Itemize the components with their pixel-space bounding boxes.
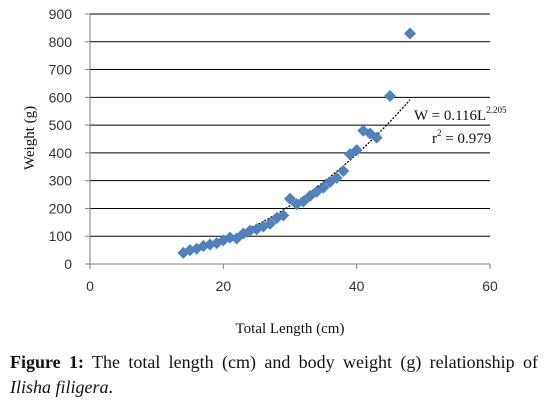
- trendline-equation: W = 0.116L2.205: [414, 105, 507, 124]
- data-point: [284, 192, 296, 205]
- grid-lines: [90, 13, 490, 237]
- y-tick-label: 500: [49, 117, 73, 133]
- y-tick-label: 400: [49, 145, 73, 161]
- x-tick-label: 20: [216, 278, 232, 294]
- axes: [85, 13, 491, 269]
- y-tick-label: 100: [49, 228, 73, 244]
- trendline-layer: [183, 99, 411, 254]
- y-tick-label: 600: [49, 89, 73, 105]
- y-tick-label: 700: [49, 62, 73, 78]
- x-tick-label: 60: [482, 278, 498, 294]
- r2-exponent: 2: [437, 128, 442, 138]
- y-tick-label: 300: [49, 173, 73, 189]
- data-point: [350, 144, 363, 157]
- y-tick-label: 800: [49, 34, 73, 50]
- r-squared: r2 = 0.979: [432, 128, 491, 147]
- y-tick-label: 900: [49, 6, 73, 22]
- data-point: [384, 89, 396, 102]
- y-axis-title: Weight (g): [22, 106, 38, 170]
- y-tick-labels: 0 100 200 300 400 500 600 700 800 900: [49, 6, 73, 272]
- x-axis-title: Total Length (cm): [236, 321, 345, 337]
- figure-label: Figure 1:: [10, 352, 84, 372]
- figure-caption: Figure 1: The total length (cm) and body…: [10, 350, 538, 400]
- r2-prefix: r: [432, 131, 437, 147]
- x-tick-label: 0: [86, 278, 94, 294]
- data-point: [264, 217, 276, 230]
- r2-value: = 0.979: [442, 131, 492, 147]
- y-tick-label: 200: [49, 200, 73, 216]
- data-point: [277, 209, 290, 222]
- species-name: Ilisha filigera: [10, 377, 109, 397]
- x-tick-label: 40: [349, 278, 365, 294]
- equation-prefix: W = 0.116L: [414, 108, 486, 124]
- data-point: [297, 195, 310, 208]
- trendline: [183, 99, 411, 254]
- data-point: [317, 181, 330, 194]
- equation-exponent: 2.205: [486, 105, 507, 115]
- data-points: [177, 27, 416, 259]
- data-point: [330, 171, 343, 184]
- y-tick-label: 0: [64, 256, 72, 272]
- caption-text: The total length (cm) and body weight (g…: [84, 352, 538, 372]
- data-point: [404, 27, 416, 40]
- caption-end: .: [108, 377, 114, 397]
- data-point: [370, 131, 383, 144]
- data-point: [337, 164, 350, 177]
- x-tick-labels: 0 20 40 60: [86, 278, 498, 294]
- scatter-chart: 0 100 200 300 400 500 600 700 800 900 0 20 40 60 Wei…: [22, 6, 507, 337]
